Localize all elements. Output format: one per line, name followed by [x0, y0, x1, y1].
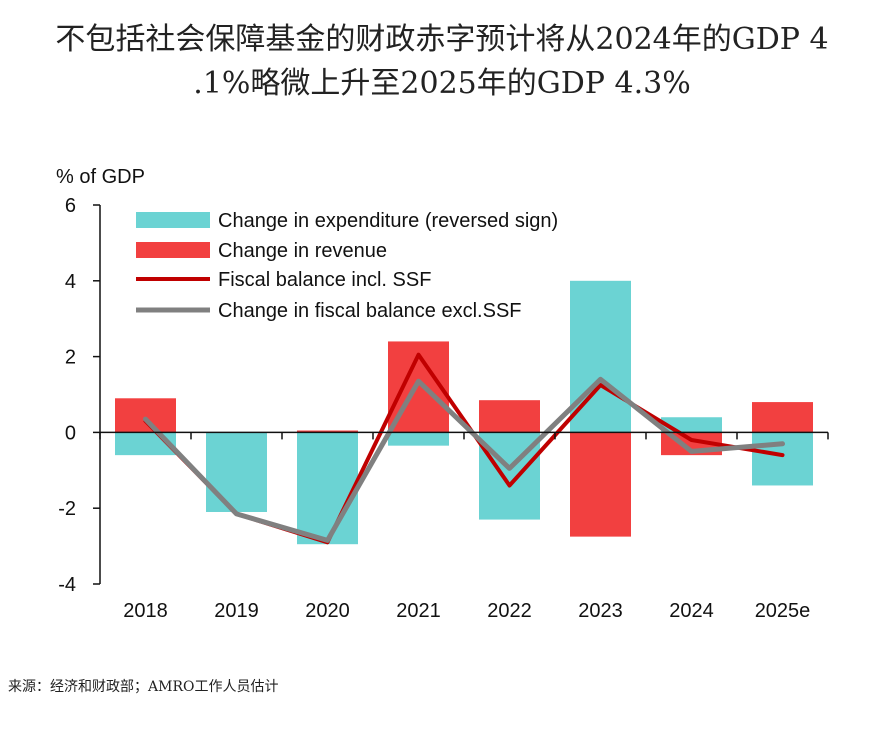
legend-revenue-label: Change in revenue — [218, 240, 387, 262]
bar-revenue-2018 — [115, 398, 176, 433]
y-axis-label: % of GDP — [56, 166, 145, 188]
legend-expenditure-label: Change in expenditure (reversed sign) — [218, 210, 558, 232]
y-tick-label--2: -2 — [58, 498, 76, 520]
y-tick-label-4: 4 — [65, 271, 76, 293]
y-tick-label-2: 2 — [65, 347, 76, 369]
x-tick-label-2020: 2020 — [305, 600, 350, 622]
legend-incl-ssf-label: Fiscal balance incl. SSF — [218, 269, 431, 291]
chart-title-line-1: 不包括社会保障基金的财政赤字预计将从2024年的GDP 4 — [55, 22, 829, 57]
x-tick-label-2024: 2024 — [669, 600, 714, 622]
bar-revenue-2023 — [570, 432, 631, 537]
bar-revenue-2025e — [752, 402, 813, 433]
x-tick-label-2023: 2023 — [578, 600, 623, 622]
x-tick-label-2022: 2022 — [487, 600, 532, 622]
chart-title: 不包括社会保障基金的财政赤字预计将从2024年的GDP 4 .1%略微上升至20… — [0, 18, 884, 106]
bar-expenditure-2020 — [297, 432, 358, 545]
y-tick-label-0: 0 — [65, 422, 76, 444]
bar-expenditure-2021 — [388, 432, 449, 446]
legend-expenditure-swatch — [136, 212, 210, 228]
chart-title-line-2: .1%略微上升至2025年的GDP 4.3% — [193, 66, 691, 101]
x-tick-label-2021: 2021 — [396, 600, 441, 622]
line-fiscal-balance-excl-ssf — [143, 376, 785, 543]
y-tick-label--4: -4 — [58, 574, 76, 596]
bar-revenue-2022 — [479, 400, 540, 433]
bar-expenditure-2025e — [752, 432, 813, 486]
bar-revenue-2020 — [297, 430, 358, 433]
source-note: 来源：经济和财政部；AMRO工作人员估计 — [8, 679, 279, 695]
bar-expenditure-2019 — [206, 432, 267, 512]
legend-revenue-swatch — [136, 242, 210, 258]
x-tick-label-2025e: 2025e — [755, 600, 811, 622]
x-tick-label-2019: 2019 — [214, 600, 259, 622]
y-tick-label-6: 6 — [65, 195, 76, 217]
legend-excl-ssf-label: Change in fiscal balance excl.SSF — [218, 300, 522, 322]
x-tick-label-2018: 2018 — [123, 600, 168, 622]
